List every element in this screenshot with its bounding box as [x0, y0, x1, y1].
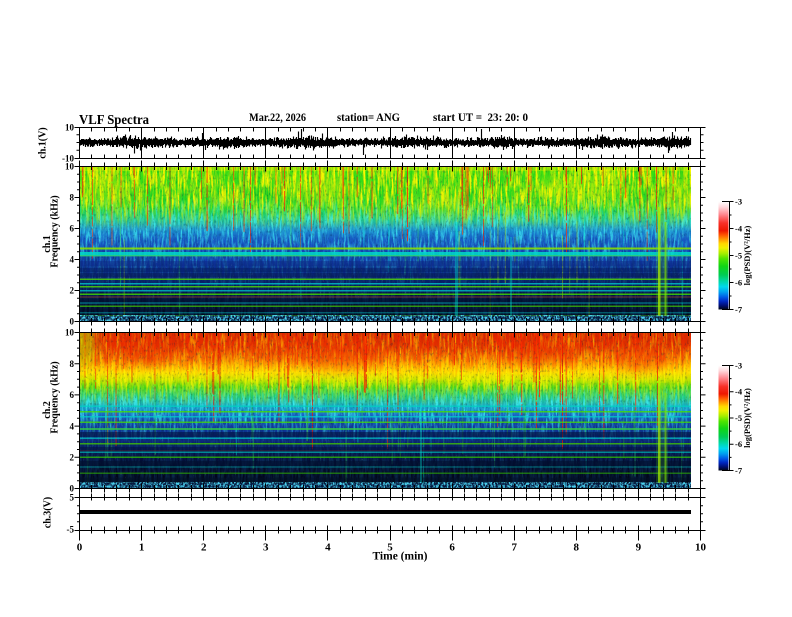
- svg-text:10: 10: [695, 542, 707, 554]
- svg-text:10: 10: [65, 162, 75, 172]
- svg-text:0: 0: [70, 317, 75, 327]
- svg-text:ch.2: ch.2: [42, 401, 53, 419]
- svg-text:7: 7: [511, 542, 517, 554]
- svg-text:6: 6: [449, 542, 455, 554]
- svg-text:6: 6: [70, 224, 75, 234]
- svg-text:Frequency (kHz): Frequency (kHz): [50, 361, 61, 433]
- svg-text:-6: -6: [735, 277, 742, 287]
- svg-text:8: 8: [574, 542, 580, 554]
- svg-text:6: 6: [70, 390, 75, 400]
- svg-text:8: 8: [70, 193, 75, 203]
- svg-text:station= ANG: station= ANG: [337, 112, 400, 124]
- svg-text:-4: -4: [735, 223, 743, 233]
- svg-text:2: 2: [70, 286, 75, 296]
- svg-text:5: 5: [387, 542, 393, 554]
- svg-text:Mar.22, 2026: Mar.22, 2026: [249, 112, 306, 124]
- svg-text:start UT = 23: 20: 0: start UT = 23: 20: 0: [433, 112, 528, 124]
- svg-text:-5: -5: [67, 525, 75, 535]
- svg-text:ch.1: ch.1: [42, 235, 53, 253]
- svg-text:ch.3(V): ch.3(V): [43, 497, 54, 528]
- svg-text:4: 4: [325, 542, 331, 554]
- svg-text:1: 1: [139, 542, 145, 554]
- svg-text:-5: -5: [735, 250, 742, 260]
- svg-text:3: 3: [263, 542, 269, 554]
- svg-text:5: 5: [70, 493, 75, 503]
- svg-text:0: 0: [77, 542, 83, 554]
- svg-text:VLF Spectra: VLF Spectra: [79, 113, 149, 128]
- svg-text:2: 2: [201, 542, 207, 554]
- svg-text:4: 4: [70, 255, 75, 265]
- svg-text:10: 10: [65, 123, 75, 133]
- svg-text:-7: -7: [735, 465, 743, 475]
- svg-text:-10: -10: [62, 154, 74, 164]
- svg-text:0: 0: [70, 484, 75, 494]
- svg-text:log(PSD)(V²/Hz): log(PSD)(V²/Hz): [742, 226, 752, 286]
- svg-text:10: 10: [65, 328, 75, 338]
- svg-text:Time (min): Time (min): [372, 551, 427, 563]
- svg-text:-3: -3: [735, 196, 742, 206]
- svg-text:9: 9: [636, 542, 642, 554]
- svg-text:Frequency (kHz): Frequency (kHz): [50, 195, 61, 267]
- svg-text:-5: -5: [735, 413, 742, 423]
- svg-text:-6: -6: [735, 439, 742, 449]
- svg-text:8: 8: [70, 359, 75, 369]
- svg-text:log(PSD)(V²/Hz): log(PSD)(V²/Hz): [742, 388, 752, 448]
- svg-text:ch.1(V): ch.1(V): [38, 127, 49, 158]
- svg-text:4: 4: [70, 421, 75, 431]
- svg-text:-7: -7: [735, 304, 743, 314]
- svg-text:2: 2: [70, 453, 75, 463]
- svg-text:-4: -4: [735, 387, 743, 397]
- svg-text:-3: -3: [735, 360, 742, 370]
